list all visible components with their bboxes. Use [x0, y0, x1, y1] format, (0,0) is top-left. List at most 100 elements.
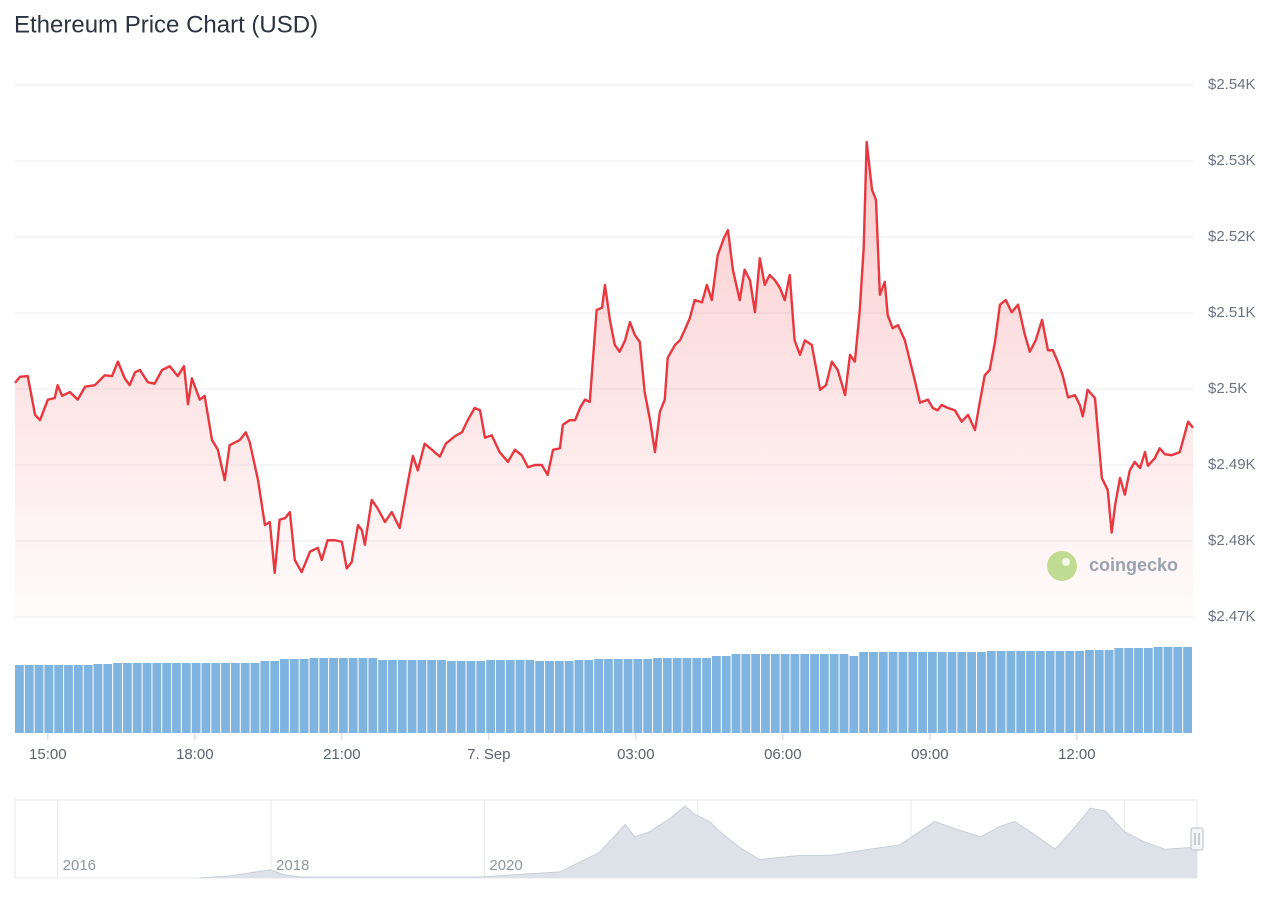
volume-bar [672, 658, 682, 733]
volume-bar [731, 654, 741, 733]
volume-bar [584, 660, 594, 733]
y-tick-label: $2.53K [1208, 152, 1256, 169]
volume-bar [240, 663, 250, 733]
volume-bar [230, 663, 240, 733]
volume-bar [181, 663, 191, 733]
volume-bar [1035, 651, 1045, 733]
volume-bar [1085, 650, 1094, 733]
volume-bar [407, 660, 417, 733]
area-fill [15, 142, 1193, 617]
volume-bar [73, 665, 83, 733]
volume-bar [780, 654, 790, 733]
volume-bar [594, 659, 603, 733]
volume-bar [368, 658, 378, 733]
navigator: 201620182020202220242026 [57, 800, 1198, 879]
volume-bar [44, 665, 54, 733]
volume-bar [378, 660, 388, 733]
volume-bar [211, 663, 221, 733]
volume-bar [260, 661, 270, 733]
volume-bar [172, 663, 181, 733]
volume-bar [113, 663, 122, 733]
volume-bar [937, 652, 947, 733]
volume-bar [751, 654, 761, 733]
volume-bar [496, 660, 505, 733]
y-tick-label: $2.52K [1208, 228, 1256, 245]
volume-bar [505, 660, 515, 733]
volume-bar [859, 652, 869, 733]
volume-bar [741, 654, 751, 733]
watermark-text: coingecko [1089, 555, 1178, 575]
volume-bar [878, 652, 888, 733]
volume-bar [869, 652, 878, 733]
volume-bar [54, 665, 64, 733]
volume-bar [1163, 647, 1173, 733]
volume-bar [437, 660, 446, 733]
volume-bar [604, 659, 613, 733]
x-tick-label: 18:00 [176, 746, 214, 763]
x-tick-label: 7. Sep [467, 746, 510, 763]
volume-bar [613, 659, 623, 733]
volume-bar [653, 658, 662, 733]
volume-bar [191, 663, 201, 733]
volume-bar [24, 665, 34, 733]
navigator-handle[interactable] [1190, 827, 1204, 851]
volume-bar [977, 652, 986, 733]
volume-bar [829, 654, 839, 733]
x-tick-label: 21:00 [323, 746, 361, 763]
x-tick-label: 15:00 [29, 746, 67, 763]
volume-bar [515, 660, 525, 733]
volume-bar [358, 658, 368, 733]
volume-bar [446, 661, 456, 733]
volume-bar [299, 659, 309, 733]
volume-bar [1094, 650, 1104, 733]
volume-bar [250, 663, 260, 733]
volume-bar [633, 659, 643, 733]
volume-bar [888, 652, 898, 733]
volume-bar [1124, 648, 1134, 733]
volume-bar [309, 658, 319, 733]
volume-bar [221, 663, 230, 733]
y-tick-label: $2.51K [1208, 304, 1256, 321]
volume-bar [682, 658, 692, 733]
x-tick-label: 09:00 [911, 746, 949, 763]
y-tick-label: $2.54K [1208, 76, 1256, 93]
volume-bar [289, 659, 299, 733]
volume-bar [1065, 651, 1075, 733]
volume-bar [388, 660, 397, 733]
volume-bar [839, 654, 849, 733]
volume-bar [662, 658, 672, 733]
volume-bar [761, 654, 770, 733]
volume-bar [1134, 648, 1143, 733]
volume-bar [800, 654, 810, 733]
volume-bar [819, 654, 829, 733]
navigator-tick-label: 2020 [489, 857, 522, 874]
navigator-tick-label: 2018 [276, 857, 309, 874]
volume-bar [1173, 647, 1183, 733]
volume-bar [545, 661, 554, 733]
y-tick-label: $2.47K [1208, 608, 1256, 625]
volume-bar [554, 661, 564, 733]
volume-bar [986, 651, 996, 733]
volume-bar [898, 652, 908, 733]
volume-bar [702, 658, 711, 733]
volume-bar [329, 658, 338, 733]
volume-bar [1153, 647, 1163, 733]
navigator-line [199, 805, 1198, 879]
volume-bar [564, 661, 574, 733]
volume-bar [1075, 651, 1085, 733]
volume-bar [623, 659, 633, 733]
volume-bar [790, 654, 800, 733]
volume-bar [574, 660, 584, 733]
volume-bar [417, 660, 427, 733]
volume-bar [486, 660, 496, 733]
marks [14, 140, 1194, 733]
x-tick-label: 03:00 [617, 746, 655, 763]
volume-bar [348, 658, 358, 733]
volume-bar [1055, 651, 1065, 733]
volume-bar [1114, 648, 1124, 733]
navigator-tick-label: 2016 [63, 857, 96, 874]
volume-bar [1143, 648, 1153, 733]
volume-bar [711, 656, 721, 733]
volume-bar [319, 658, 329, 733]
price-line [14, 140, 1194, 575]
